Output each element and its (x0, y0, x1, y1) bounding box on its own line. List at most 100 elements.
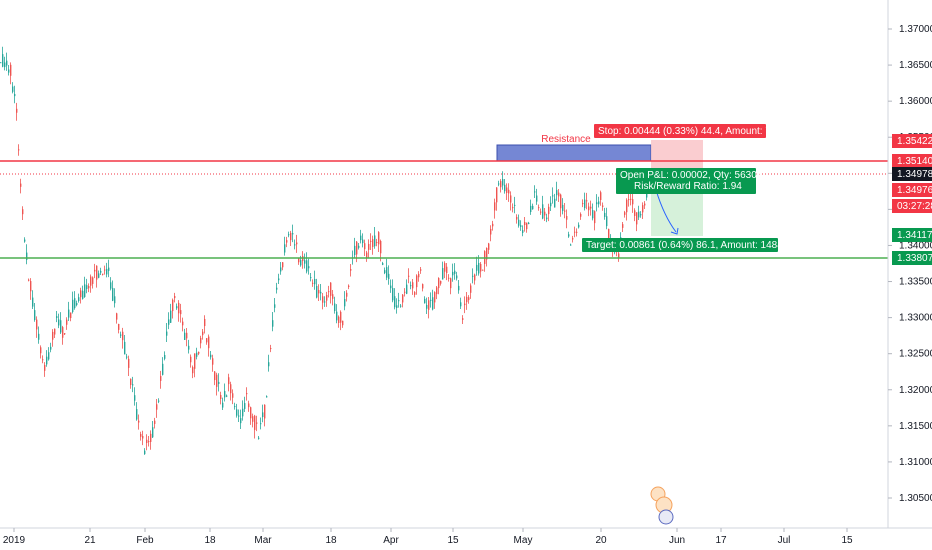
time-axis[interactable]: 2019 21 Feb 18 Mar 18 Apr 15 May 20 Jun 17 Jul 15 (3, 528, 853, 546)
candle-body (270, 348, 272, 350)
candle-body (644, 203, 646, 206)
events-icon[interactable] (650, 486, 674, 525)
candle-body (88, 286, 90, 289)
candle-body (286, 240, 288, 243)
candle-body (84, 284, 86, 298)
candle-body (68, 309, 70, 318)
candle-body (30, 281, 32, 292)
candle-body (280, 267, 282, 272)
candle-body (236, 409, 238, 416)
candle-body (534, 191, 536, 193)
y-tick-label: 1.32500 (899, 349, 932, 360)
candle-body (178, 302, 180, 314)
candle-body (452, 271, 454, 276)
y-tick-label: 1.33000 (899, 313, 932, 324)
candle-body (438, 278, 440, 289)
candle-body (386, 267, 388, 278)
x-tick-label: 18 (204, 535, 216, 546)
candle-body (598, 201, 600, 205)
candle-body (38, 333, 40, 340)
candle-body (340, 311, 342, 323)
candle-body (570, 244, 572, 246)
candle-body (104, 269, 106, 271)
candle-body (106, 268, 108, 275)
candle-body (66, 319, 68, 325)
candle-body (334, 303, 336, 311)
candle-body (342, 320, 344, 326)
candle-body (130, 378, 132, 385)
candle-body (220, 394, 222, 399)
candle-body (470, 285, 472, 293)
candle-body (408, 275, 410, 277)
candle-body (20, 183, 22, 187)
candle-body (492, 223, 494, 227)
y-tick-label: 1.37000 (899, 24, 932, 35)
candle-body (588, 206, 590, 211)
candle-body (152, 427, 154, 438)
candle-body (4, 62, 6, 68)
stop-zone[interactable] (651, 140, 703, 172)
candle-body (634, 210, 636, 216)
x-tick-label: 18 (325, 535, 337, 546)
candle-body (476, 264, 478, 271)
candle-body (138, 420, 140, 423)
candle-body (254, 415, 256, 430)
target-label: Target: 0.00861 (0.64%) 86.1, Amount: 14… (586, 240, 797, 251)
candle-body (110, 282, 112, 289)
x-tick-label: 15 (447, 535, 459, 546)
candle-body (348, 285, 350, 288)
candle-body (146, 439, 148, 443)
candle-body (136, 409, 138, 420)
candle-body (292, 233, 294, 235)
candle-body (416, 275, 418, 288)
candle-body (198, 351, 200, 354)
candle-body (526, 222, 528, 230)
candle-body (474, 274, 476, 281)
candle-body (150, 433, 152, 442)
candle-body (10, 64, 12, 76)
candle-body (310, 277, 312, 279)
candle-body (180, 310, 182, 315)
candle-body (120, 334, 122, 336)
candle-body (2, 54, 4, 67)
candle-body (42, 359, 44, 361)
candle-body (406, 284, 408, 294)
candle-body (282, 262, 284, 268)
candle-body (230, 384, 232, 394)
candle-body (72, 299, 74, 312)
candle-body (12, 86, 14, 92)
candle-body (208, 336, 210, 349)
candle-body (314, 278, 316, 285)
candle-body (642, 205, 644, 213)
candle-body (22, 209, 24, 215)
candle-body (384, 270, 386, 274)
candle-body (326, 294, 328, 301)
candle-body (186, 332, 188, 339)
candle-body (608, 228, 610, 239)
resistance-zone[interactable] (496, 144, 652, 162)
candle-body (628, 199, 630, 201)
price-tag-box (892, 134, 932, 148)
candle-body (124, 341, 126, 355)
candle-body (250, 407, 252, 419)
candle-body (394, 296, 396, 308)
candle-body (116, 313, 118, 320)
candle-body (200, 337, 202, 344)
candle-body (542, 204, 544, 219)
open-pl-label: Open P&L: 0.00002, Qty: 56306 (620, 170, 763, 181)
candle-body (468, 297, 470, 301)
candle-body (426, 304, 428, 309)
x-tick-label: 15 (841, 535, 853, 546)
candle-body (118, 323, 120, 330)
candle-body (506, 187, 508, 193)
candle-body (62, 327, 64, 338)
candle-body (206, 338, 208, 343)
candle-body (412, 282, 414, 289)
candle-body (624, 212, 626, 215)
candle-body (324, 301, 326, 303)
stop-label-box (594, 124, 766, 138)
candle-body (432, 297, 434, 310)
candle-body (576, 231, 578, 233)
